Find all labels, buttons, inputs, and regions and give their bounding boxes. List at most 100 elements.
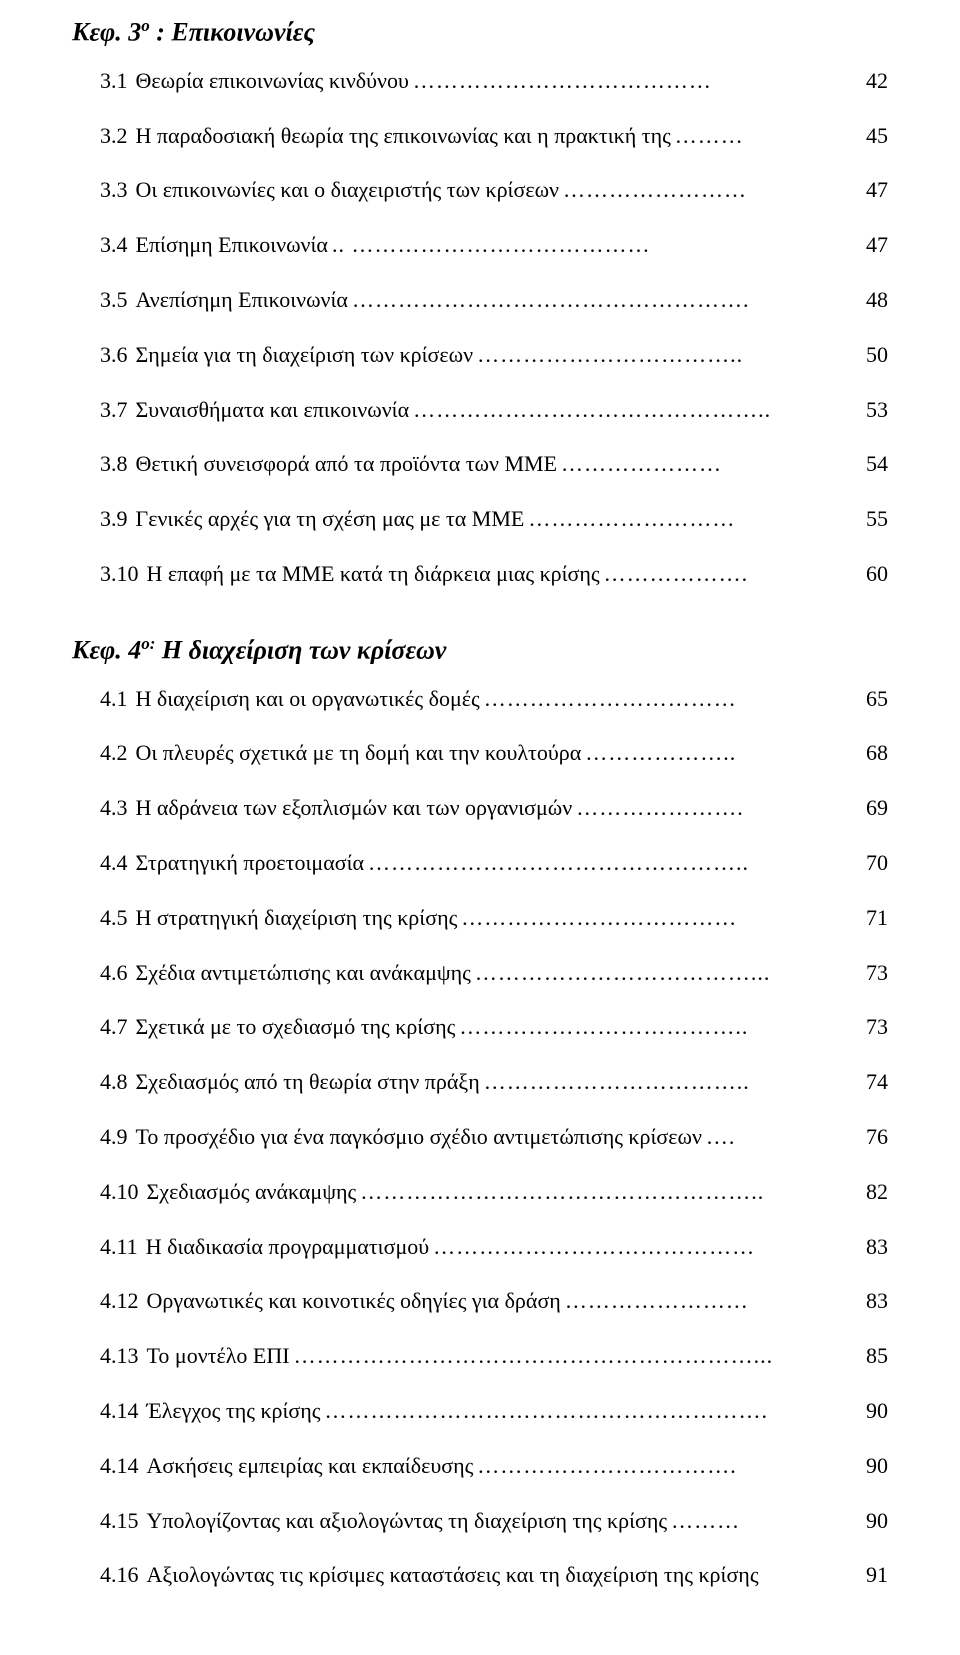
toc-leader-dots: ……………………………………………………...: [290, 1341, 846, 1372]
toc-page-number: 82: [846, 1177, 888, 1208]
toc-page-number: 90: [846, 1506, 888, 1537]
toc-leader-dots: ……………………………………: [429, 1232, 846, 1263]
toc-leader-dots: ………………………………...: [471, 958, 846, 989]
toc-line: 4.2Οι πλευρές σχετικά με τη δομή και την…: [72, 738, 888, 769]
toc-entry-number: 4.4: [100, 848, 136, 879]
toc-line: 3.9Γενικές αρχές για τη σχέση μας με τα …: [72, 504, 888, 535]
toc-page-number: 47: [846, 175, 888, 206]
toc-line: 4.16Αξιολογώντας τις κρίσιμες καταστάσει…: [72, 1560, 888, 1591]
toc-leader-dots: ………………….: [572, 793, 846, 824]
toc-page-number: 42: [846, 66, 888, 97]
toc-line: 4.15Υπολογίζοντας και αξιολογώντας τη δι…: [72, 1506, 888, 1537]
toc-page-number: 83: [846, 1232, 888, 1263]
toc-line: 4.12Οργανωτικές και κοινοτικές οδηγίες γ…: [72, 1286, 888, 1317]
chapter-3-toc-list: 3.1Θεωρία επικοινωνίας κινδύνου…………………………: [72, 66, 888, 590]
chapter-3-heading: Κεφ. 3ο : Επικοινωνίες: [72, 16, 888, 48]
toc-line: 3.4Επίσημη Επικοινωνία.. …………………………………47: [72, 230, 888, 261]
toc-leader-dots: ….: [702, 1122, 846, 1153]
toc-leader-dots: …………………………………………..: [364, 848, 846, 879]
toc-entry-text: Στρατηγική προετοιμασία: [136, 848, 365, 879]
chapter-3-prefix: Κεφ. 3: [72, 18, 141, 47]
toc-page-number: 85: [846, 1341, 888, 1372]
toc-line: 4.10Σχεδιασμός ανάκαμψης……………………………………………: [72, 1177, 888, 1208]
toc-entry-text: Συναισθήματα και επικοινωνία: [136, 395, 410, 426]
toc-entry-number: 4.6: [100, 958, 136, 989]
toc-entry-text: Το μοντέλο ΕΠΙ: [147, 1341, 290, 1372]
toc-line: 4.14Έλεγχος της κρίσης…………………………………………………: [72, 1396, 888, 1427]
toc-entry-number: 3.8: [100, 449, 136, 480]
toc-entry-number: 4.12: [100, 1286, 147, 1317]
toc-entry-number: 4.14: [100, 1396, 147, 1427]
toc-entry-number: 3.6: [100, 340, 136, 371]
chapter-4-suffix: Η διαχείριση των κρίσεων: [155, 635, 446, 664]
toc-entry-text: Η διαχείριση και οι οργανωτικές δομές: [136, 684, 480, 715]
chapter-4-sup: ο:: [141, 634, 155, 653]
toc-line: 3.8Θετική συνεισφορά από τα προϊόντα των…: [72, 449, 888, 480]
toc-entry-number: 3.1: [100, 66, 136, 97]
toc-line: 3.5Ανεπίσημη Επικοινωνία……………………………………………: [72, 285, 888, 316]
chapter-3-sup: ο: [141, 16, 150, 35]
chapter-4-toc-list: 4.1Η διαχείριση και οι οργανωτικές δομές…: [72, 684, 888, 1592]
toc-entry-text: Οι επικοινωνίες και ο διαχειριστής των κ…: [136, 175, 560, 206]
chapter-4-block: Κεφ. 4ο: Η διαχείριση των κρίσεων 4.1Η δ…: [72, 634, 888, 1591]
toc-entry-number: 4.13: [100, 1341, 147, 1372]
toc-entry-number: 3.7: [100, 395, 136, 426]
toc-entry-text: Θεωρία επικοινωνίας κινδύνου: [136, 66, 409, 97]
chapter-3-suffix: : Επικοινωνίες: [150, 18, 315, 47]
toc-line: 4.4Στρατηγική προετοιμασία………………………………………: [72, 848, 888, 879]
chapter-4-prefix: Κεφ. 4: [72, 635, 141, 664]
toc-page-number: 69: [846, 793, 888, 824]
toc-entry-number: 3.3: [100, 175, 136, 206]
toc-entry-text: Υπολογίζοντας και αξιολογώντας τη διαχεί…: [147, 1506, 668, 1537]
toc-entry-text: Ανεπίσημη Επικοινωνία: [136, 285, 348, 316]
toc-leader-dots: ………………..: [581, 738, 846, 769]
toc-line: 3.3Οι επικοινωνίες και ο διαχειριστής τω…: [72, 175, 888, 206]
toc-entry-text: Αξιολογώντας τις κρίσιμες καταστάσεις κα…: [147, 1560, 759, 1591]
toc-page-number: 73: [846, 958, 888, 989]
toc-leader-dots: ………………………………..: [455, 1012, 846, 1043]
toc-entry-text: Οι πλευρές σχετικά με τη δομή και την κο…: [136, 738, 582, 769]
toc-line: 4.9Το προσχέδιο για ένα παγκόσμιο σχέδιο…: [72, 1122, 888, 1153]
toc-leader-dots: ……………………: [559, 175, 846, 206]
toc-leader-dots: ………………………………………………….: [321, 1396, 846, 1427]
toc-entry-text: Η αδράνεια των εξοπλισμών και των οργανι…: [136, 793, 573, 824]
toc-line: 4.8Σχεδιασμός από τη θεωρία στην πράξη………: [72, 1067, 888, 1098]
toc-entry-text: Σημεία για τη διαχείριση των κρίσεων: [136, 340, 474, 371]
toc-page-number: 55: [846, 504, 888, 535]
toc-leader-dots: …………………………….: [473, 1451, 846, 1482]
toc-leader-dots: ………………………: [524, 504, 846, 535]
toc-line: 3.7Συναισθήματα και επικοινωνία…………………………: [72, 395, 888, 426]
toc-line: 4.1Η διαχείριση και οι οργανωτικές δομές…: [72, 684, 888, 715]
toc-entry-number: 4.3: [100, 793, 136, 824]
toc-leader-dots: ………: [667, 1506, 846, 1537]
toc-leader-dots: ……………………………..: [473, 340, 846, 371]
toc-entry-number: 4.2: [100, 738, 136, 769]
toc-line: 3.1Θεωρία επικοινωνίας κινδύνου…………………………: [72, 66, 888, 97]
toc-entry-number: 4.8: [100, 1067, 136, 1098]
toc-page-number: 90: [846, 1451, 888, 1482]
toc-line: 3.10Η επαφή με τα ΜΜΕ κατά τη διάρκεια μ…: [72, 559, 888, 590]
toc-line: 4.7Σχετικά με το σχεδιασμό της κρίσης…………: [72, 1012, 888, 1043]
toc-entry-text: Έλεγχος της κρίσης: [147, 1396, 321, 1427]
toc-entry-number: 3.10: [100, 559, 147, 590]
toc-line: 4.3Η αδράνεια των εξοπλισμών και των οργ…: [72, 793, 888, 824]
chapter-4-heading: Κεφ. 4ο: Η διαχείριση των κρίσεων: [72, 634, 888, 666]
toc-entry-number: 4.14: [100, 1451, 147, 1482]
toc-page-number: 45: [846, 121, 888, 152]
toc-leader-dots: ………………………………………..: [409, 395, 846, 426]
document-page: Κεφ. 3ο : Επικοινωνίες 3.1Θεωρία επικοιν…: [0, 0, 960, 1655]
toc-page-number: 54: [846, 449, 888, 480]
toc-page-number: 73: [846, 1012, 888, 1043]
toc-page-number: 90: [846, 1396, 888, 1427]
toc-leader-dots: ……………………: [561, 1286, 846, 1317]
toc-leader-dots: …………………: [557, 449, 846, 480]
toc-entry-number: 4.11: [100, 1232, 146, 1263]
toc-entry-number: 3.5: [100, 285, 136, 316]
toc-page-number: 76: [846, 1122, 888, 1153]
toc-leader-dots: ………………………………: [457, 903, 846, 934]
toc-entry-text: Το προσχέδιο για ένα παγκόσμιο σχέδιο αν…: [136, 1122, 702, 1153]
toc-entry-text: Σχέδια αντιμετώπισης και ανάκαμψης: [136, 958, 471, 989]
toc-entry-text: Σχεδιασμός ανάκαμψης: [147, 1177, 357, 1208]
toc-page-number: 74: [846, 1067, 888, 1098]
toc-entry-number: 4.7: [100, 1012, 136, 1043]
